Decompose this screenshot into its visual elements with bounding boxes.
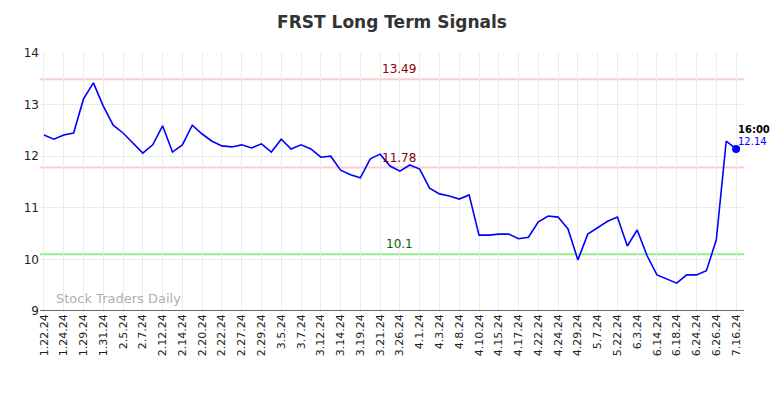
- svg-text:12.14: 12.14: [738, 136, 767, 147]
- svg-text:13.49: 13.49: [382, 62, 416, 76]
- svg-text:2.5.24: 2.5.24: [117, 314, 130, 349]
- svg-text:4.3.24: 4.3.24: [433, 314, 446, 349]
- svg-text:3.5.24: 3.5.24: [275, 314, 288, 349]
- svg-text:4.15.24: 4.15.24: [492, 314, 505, 356]
- svg-text:1.31.24: 1.31.24: [97, 314, 110, 356]
- svg-text:4.29.24: 4.29.24: [571, 314, 584, 356]
- svg-text:3.14.24: 3.14.24: [334, 314, 347, 356]
- svg-text:1.24.24: 1.24.24: [57, 314, 70, 356]
- svg-text:16:00: 16:00: [738, 124, 770, 135]
- svg-text:13: 13: [24, 98, 39, 112]
- svg-text:10: 10: [24, 253, 39, 267]
- svg-text:2.29.24: 2.29.24: [255, 314, 268, 356]
- svg-text:1.29.24: 1.29.24: [77, 314, 90, 356]
- svg-text:4.17.24: 4.17.24: [512, 314, 525, 356]
- svg-text:14: 14: [24, 46, 39, 60]
- svg-text:3.21.24: 3.21.24: [374, 314, 387, 356]
- svg-text:2.12.24: 2.12.24: [156, 314, 169, 356]
- svg-text:6.3.24: 6.3.24: [631, 314, 644, 349]
- svg-text:4.10.24: 4.10.24: [473, 314, 486, 356]
- svg-text:3.19.24: 3.19.24: [354, 314, 367, 356]
- svg-text:3.12.24: 3.12.24: [314, 314, 327, 356]
- svg-text:9: 9: [31, 304, 39, 318]
- svg-text:2.22.24: 2.22.24: [216, 314, 229, 356]
- svg-text:6.14.24: 6.14.24: [651, 314, 664, 356]
- svg-text:3.26.24: 3.26.24: [393, 314, 406, 356]
- svg-text:3.7.24: 3.7.24: [295, 314, 308, 349]
- svg-text:2.27.24: 2.27.24: [235, 314, 248, 356]
- svg-text:Stock Traders Daily: Stock Traders Daily: [56, 291, 181, 306]
- svg-text:1.22.24: 1.22.24: [38, 314, 51, 356]
- svg-text:2.20.24: 2.20.24: [196, 314, 209, 356]
- svg-text:2.7.24: 2.7.24: [136, 314, 149, 349]
- svg-text:6.26.24: 6.26.24: [710, 314, 723, 356]
- svg-text:4.24.24: 4.24.24: [552, 314, 565, 356]
- svg-text:4.22.24: 4.22.24: [532, 314, 545, 356]
- svg-text:7.16.24: 7.16.24: [730, 314, 743, 356]
- svg-text:5.7.24: 5.7.24: [591, 314, 604, 349]
- svg-text:4.8.24: 4.8.24: [453, 314, 466, 349]
- svg-text:2.14.24: 2.14.24: [176, 314, 189, 356]
- svg-text:10.1: 10.1: [386, 237, 413, 251]
- svg-text:4.1.24: 4.1.24: [413, 314, 426, 349]
- svg-text:11.78: 11.78: [382, 151, 416, 165]
- svg-text:11: 11: [24, 201, 39, 215]
- svg-text:6.24.24: 6.24.24: [690, 314, 703, 356]
- svg-text:6.18.24: 6.18.24: [670, 314, 683, 356]
- svg-text:5.22.24: 5.22.24: [611, 314, 624, 356]
- svg-text:12: 12: [24, 149, 39, 163]
- svg-text:FRST Long Term Signals: FRST Long Term Signals: [277, 12, 507, 32]
